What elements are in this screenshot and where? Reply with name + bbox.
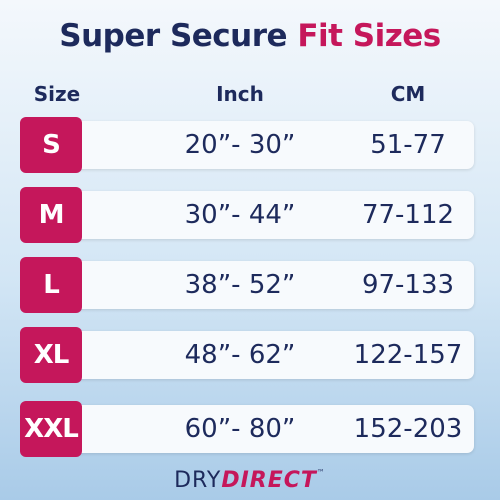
size-badge: L	[20, 257, 82, 313]
table-row: XL 48”- 62” 122-157	[20, 327, 474, 383]
table-row: XXL 60”- 80” 152-203	[20, 401, 474, 457]
size-badge: M	[20, 187, 82, 243]
size-badge: S	[20, 117, 82, 173]
table-row: L 38”- 52” 97-133	[20, 257, 474, 313]
inch-cell: 30”- 44”	[184, 200, 296, 230]
row-background	[30, 405, 474, 453]
brand-part: DIRECT	[221, 468, 317, 493]
column-header: Inch	[216, 82, 264, 106]
table-row: M 30”- 44” 77-112	[20, 187, 474, 243]
inch-cell: 60”- 80”	[184, 414, 296, 444]
cm-cell: 122-157	[353, 340, 463, 370]
column-header: Size	[33, 82, 81, 106]
inch-cell: 48”- 62”	[184, 340, 296, 370]
brand-part: DRY	[174, 468, 222, 493]
title: Super Secure Fit Sizes	[0, 18, 500, 54]
column-header: CM	[390, 82, 426, 106]
row-background	[30, 261, 474, 309]
size-badge: XL	[20, 327, 82, 383]
inch-cell: 38”- 52”	[184, 270, 296, 300]
inch-cell: 20”- 30”	[184, 130, 296, 160]
cm-cell: 97-133	[361, 270, 455, 300]
trademark: ™	[316, 468, 326, 477]
row-background	[30, 191, 474, 239]
size-badge: XXL	[20, 401, 82, 457]
row-background	[30, 121, 474, 169]
title-accent: Fit Sizes	[297, 18, 441, 54]
brand-logo: DRYDIRECT™	[0, 468, 500, 493]
row-background	[30, 331, 474, 379]
cm-cell: 152-203	[353, 414, 463, 444]
table-row: S 20”- 30” 51-77	[20, 117, 474, 173]
cm-cell: 51-77	[370, 130, 446, 160]
cm-cell: 77-112	[361, 200, 455, 230]
title-main: Super Secure	[59, 18, 288, 54]
